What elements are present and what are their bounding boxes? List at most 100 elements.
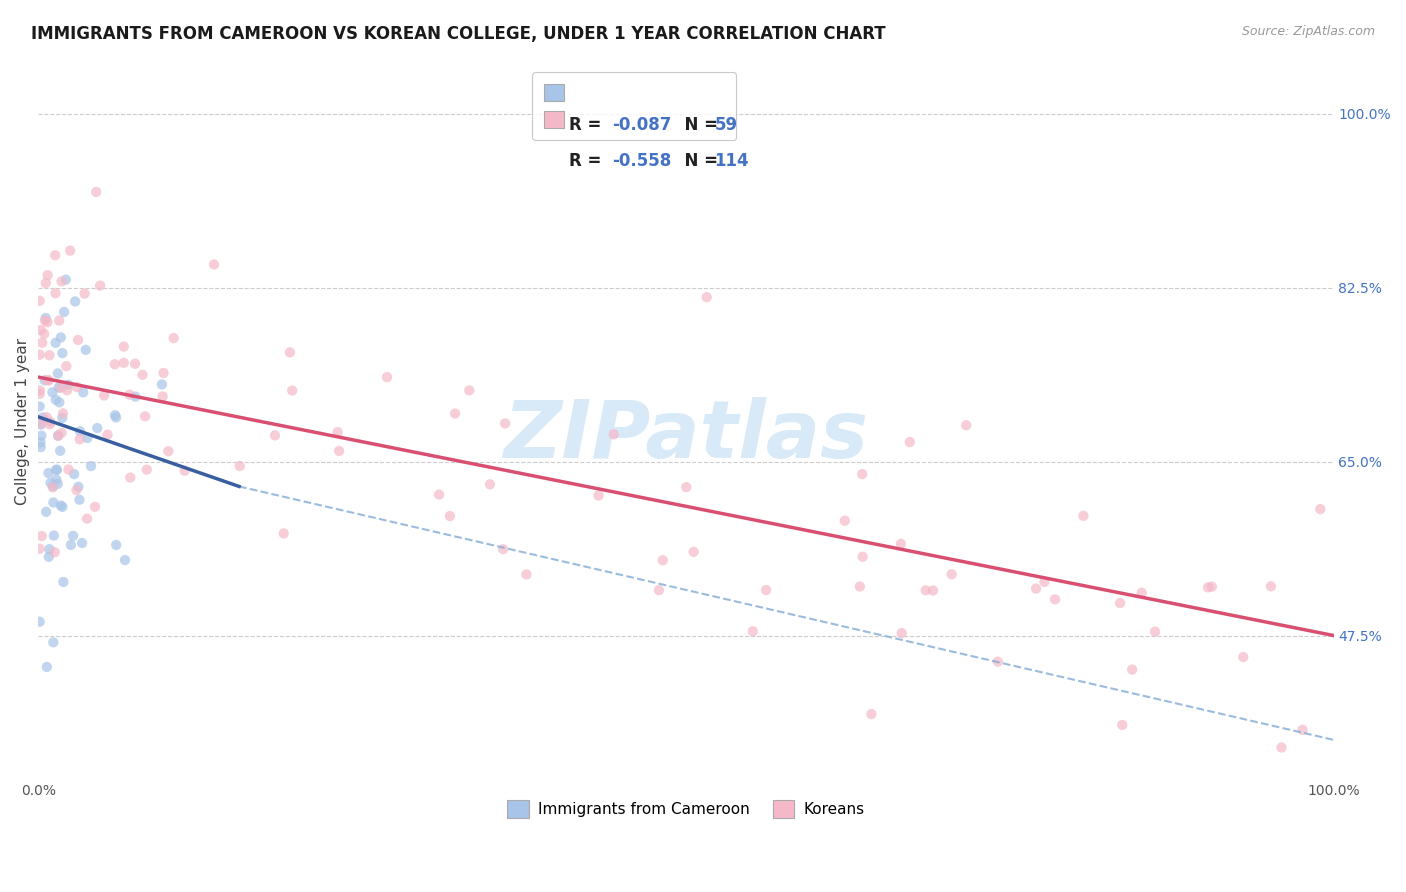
Point bbox=[675, 480, 697, 494]
Point bbox=[38, 542, 60, 557]
Point bbox=[955, 418, 977, 433]
Point bbox=[56, 384, 79, 398]
Point bbox=[93, 388, 115, 402]
Point bbox=[114, 553, 136, 567]
Point bbox=[69, 492, 91, 507]
Text: Source: ZipAtlas.com: Source: ZipAtlas.com bbox=[1241, 25, 1375, 38]
Point bbox=[84, 500, 107, 514]
Point bbox=[65, 483, 87, 498]
Point bbox=[124, 357, 146, 371]
Point bbox=[45, 392, 67, 407]
Point bbox=[42, 479, 65, 493]
Point bbox=[741, 624, 763, 639]
Point bbox=[163, 331, 186, 345]
Point bbox=[52, 406, 75, 420]
Point bbox=[202, 257, 225, 271]
Point bbox=[28, 400, 51, 414]
Point bbox=[118, 387, 141, 401]
Point bbox=[55, 272, 77, 286]
Point bbox=[51, 410, 73, 425]
Point bbox=[696, 290, 718, 304]
Point bbox=[80, 458, 103, 473]
Point bbox=[42, 635, 65, 649]
Point bbox=[37, 466, 59, 480]
Point bbox=[941, 567, 963, 582]
Point bbox=[35, 410, 58, 425]
Point bbox=[67, 480, 90, 494]
Point bbox=[152, 389, 174, 403]
Point bbox=[28, 384, 51, 398]
Point bbox=[478, 477, 501, 491]
Text: R =: R = bbox=[569, 116, 607, 134]
Point bbox=[515, 567, 537, 582]
Point bbox=[458, 384, 481, 398]
Text: IMMIGRANTS FROM CAMEROON VS KOREAN COLLEGE, UNDER 1 YEAR CORRELATION CHART: IMMIGRANTS FROM CAMEROON VS KOREAN COLLE… bbox=[31, 25, 886, 43]
Point bbox=[112, 356, 135, 370]
Point bbox=[70, 536, 93, 550]
Point bbox=[281, 384, 304, 398]
Point bbox=[32, 326, 55, 341]
Point bbox=[987, 655, 1010, 669]
Point bbox=[104, 408, 127, 422]
Point bbox=[1033, 574, 1056, 589]
Point bbox=[30, 417, 52, 431]
Point bbox=[44, 286, 66, 301]
Point bbox=[755, 582, 778, 597]
Point bbox=[30, 440, 52, 454]
Text: N =: N = bbox=[673, 116, 724, 134]
Point bbox=[35, 505, 58, 519]
Point bbox=[48, 395, 70, 409]
Point bbox=[1291, 723, 1313, 737]
Point bbox=[38, 417, 60, 432]
Point bbox=[264, 428, 287, 442]
Point bbox=[112, 339, 135, 353]
Point bbox=[34, 313, 56, 327]
Point bbox=[41, 385, 63, 400]
Point bbox=[120, 470, 142, 484]
Point bbox=[492, 542, 515, 557]
Point bbox=[46, 428, 69, 442]
Point bbox=[494, 417, 516, 431]
Point bbox=[1144, 624, 1167, 639]
Point bbox=[1043, 592, 1066, 607]
Point bbox=[273, 526, 295, 541]
Point bbox=[45, 463, 67, 477]
Text: 59: 59 bbox=[714, 116, 738, 134]
Point bbox=[34, 373, 56, 387]
Text: R =: R = bbox=[569, 152, 607, 169]
Point bbox=[69, 433, 91, 447]
Point bbox=[51, 500, 73, 514]
Point bbox=[328, 444, 350, 458]
Point bbox=[1025, 582, 1047, 596]
Point bbox=[45, 335, 67, 350]
Point bbox=[44, 545, 66, 559]
Point bbox=[30, 323, 52, 337]
Point bbox=[922, 583, 945, 598]
Point bbox=[89, 278, 111, 293]
Point bbox=[439, 509, 461, 524]
Point bbox=[173, 464, 195, 478]
Point bbox=[648, 583, 671, 598]
Point bbox=[46, 367, 69, 381]
Point bbox=[72, 385, 94, 400]
Point bbox=[278, 345, 301, 359]
Point bbox=[96, 427, 118, 442]
Point bbox=[135, 463, 157, 477]
Point bbox=[59, 244, 82, 258]
Point bbox=[30, 417, 52, 432]
Point bbox=[31, 529, 53, 543]
Text: 114: 114 bbox=[714, 152, 749, 169]
Point bbox=[58, 462, 80, 476]
Point bbox=[651, 553, 673, 567]
Point bbox=[49, 443, 72, 458]
Point bbox=[588, 489, 610, 503]
Point bbox=[444, 407, 467, 421]
Point bbox=[1130, 586, 1153, 600]
Point bbox=[46, 476, 69, 491]
Point bbox=[38, 549, 60, 564]
Point bbox=[84, 185, 107, 199]
Point bbox=[1260, 579, 1282, 593]
Point bbox=[69, 424, 91, 438]
Point bbox=[28, 293, 51, 308]
Point bbox=[1109, 596, 1132, 610]
